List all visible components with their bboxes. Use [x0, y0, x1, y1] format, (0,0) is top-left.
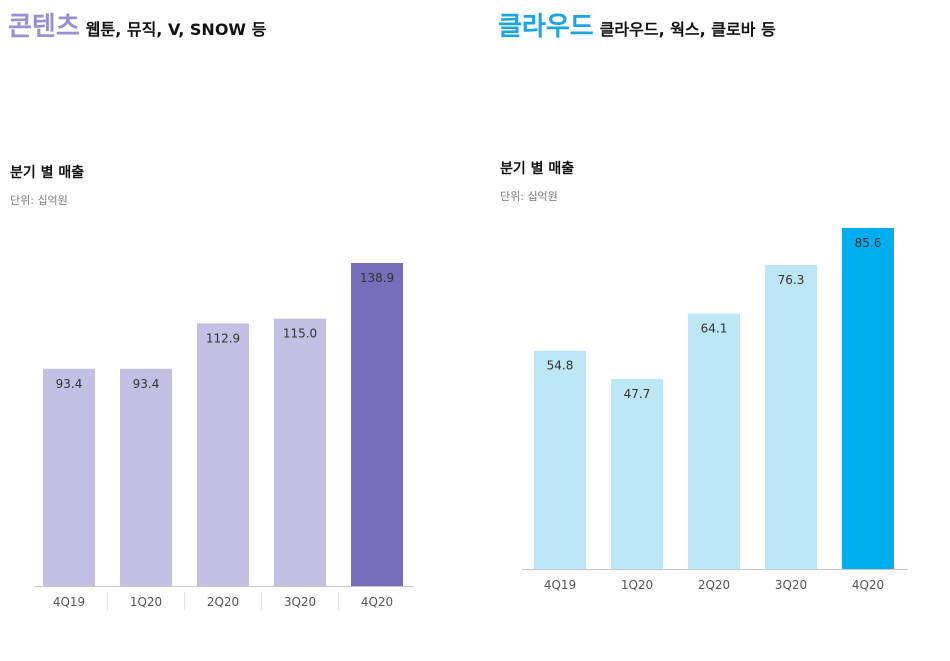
cloud-chart-bar	[611, 378, 663, 569]
content-chart-bar	[351, 263, 403, 586]
content-chart-unit: 단위: 십억원	[10, 194, 68, 207]
cloud-chart-tick-label: 3Q20	[775, 578, 807, 592]
content-chart-value-label: 93.4	[56, 377, 83, 391]
content-chart-tick-label: 4Q19	[53, 595, 85, 609]
content-header: 콘텐츠 웹툰, 뮤직, V, SNOW 등	[8, 6, 266, 43]
cloud-chart-tick-label: 4Q19	[544, 578, 576, 592]
cloud-bar-chart: 54.8 4Q19 47.7 1Q20 64.1 2Q20 76.3 3Q20 85.6 4Q20	[522, 228, 908, 592]
content-header-title: 콘텐츠	[8, 12, 80, 42]
content-chart-tick-label: 1Q20	[130, 595, 162, 609]
cloud-chart-bar	[534, 350, 586, 569]
content-chart-value-label: 112.9	[206, 331, 240, 345]
cloud-chart-value-label: 64.1	[701, 322, 728, 336]
cloud-chart-title: 분기 별 매출	[500, 161, 575, 177]
cloud-chart-bar	[842, 228, 894, 569]
content-chart-tick-label: 3Q20	[284, 595, 316, 609]
content-chart-value-label: 138.9	[360, 271, 394, 285]
cloud-header-subtitle: 클라우드, 웍스, 클로바 등	[599, 20, 776, 39]
cloud-chart-value-label: 85.6	[855, 236, 882, 250]
cloud-chart-value-label: 76.3	[778, 273, 805, 287]
cloud-chart-tick-label: 4Q20	[852, 578, 884, 592]
cloud-chart-value-label: 47.7	[624, 387, 651, 401]
cloud-panel: 클라우드 클라우드, 웍스, 클로바 등 분기 별 매출 단위: 십억원 54.8…	[490, 0, 950, 661]
content-chart-value-label: 115.0	[283, 327, 317, 341]
cloud-header-title: 클라우드	[498, 12, 594, 42]
content-chart-value-label: 93.4	[133, 377, 160, 391]
content-chart-tick-label: 4Q20	[361, 595, 393, 609]
cloud-chart-tick-label: 1Q20	[621, 578, 653, 592]
cloud-header: 클라우드 클라우드, 웍스, 클로바 등	[498, 6, 776, 43]
cloud-chart-unit: 단위: 십억원	[500, 190, 558, 203]
content-chart-bar	[274, 318, 326, 586]
content-chart-bar	[120, 368, 172, 586]
content-chart-tick-label: 2Q20	[207, 595, 239, 609]
cloud-chart-value-label: 54.8	[547, 359, 574, 373]
cloud-chart-bar	[688, 313, 740, 569]
content-header-subtitle: 웹툰, 뮤직, V, SNOW 등	[85, 20, 267, 39]
content-chart-bar	[197, 323, 249, 586]
content-bar-chart: 93.4 4Q19 93.4 1Q20 112.9 2Q20 115.0 3Q20 138.9 4…	[34, 263, 414, 610]
content-panel: 콘텐츠 웹툰, 뮤직, V, SNOW 등 분기 별 매출 단위: 십억원 93.…	[0, 0, 470, 661]
cloud-chart-bar	[765, 265, 817, 569]
content-chart-title: 분기 별 매출	[10, 165, 85, 181]
cloud-chart-tick-label: 2Q20	[698, 578, 730, 592]
content-chart-bar	[43, 368, 95, 586]
